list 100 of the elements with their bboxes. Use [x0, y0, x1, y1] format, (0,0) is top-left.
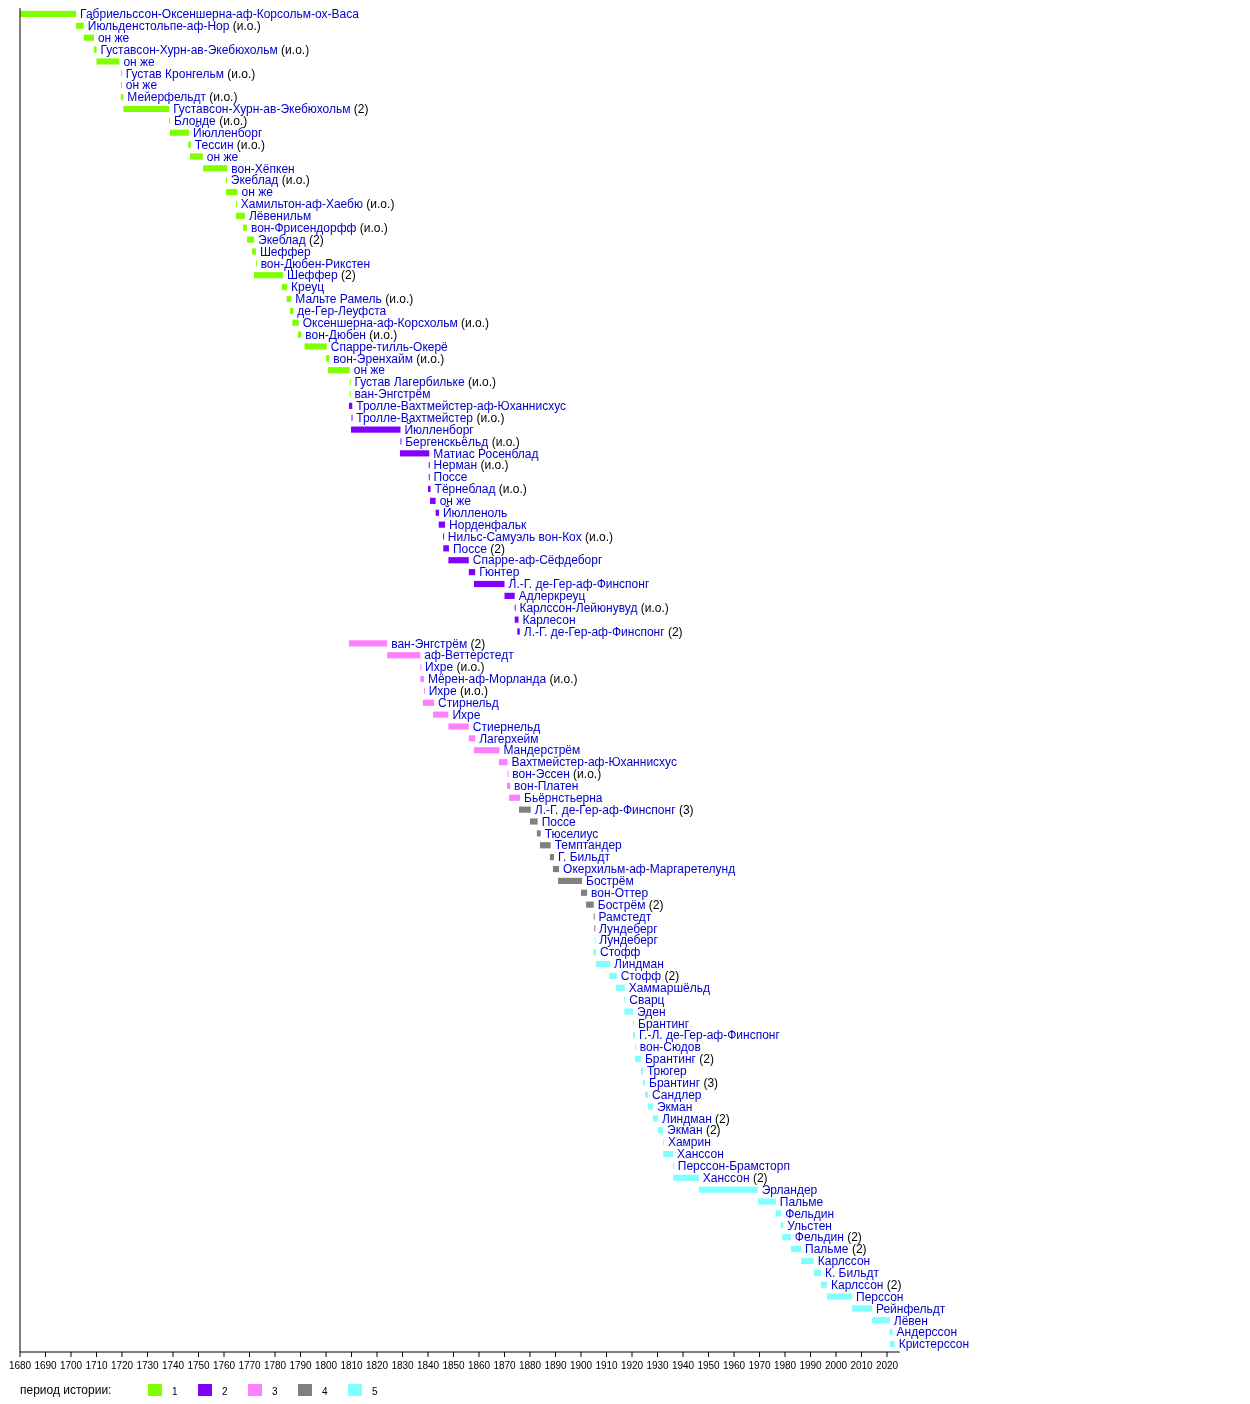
bar — [96, 58, 120, 65]
y-tick-label: Поссе — [433, 470, 468, 485]
x-tick-label: 1790 — [289, 1360, 313, 1371]
x-tick-label: 1810 — [340, 1360, 364, 1371]
y-tick-label: Брантинг (2) — [644, 1052, 714, 1067]
y-tick-label: Густавсон-Хурн-ав-Экебюхольм (и.о.) — [100, 42, 310, 57]
bar — [169, 129, 190, 136]
bar — [188, 141, 191, 148]
bar — [473, 747, 500, 754]
y-tick-label: ван-Энгстрём (2) — [391, 636, 486, 651]
y-tick-label: Мальте Рамель (и.о.) — [295, 292, 414, 307]
y-tick-label: Густав Кронгельм (и.о.) — [125, 66, 256, 81]
y-tick-label: Спарре-аф-Сёфдеборг — [472, 553, 603, 568]
bar — [539, 842, 551, 849]
bar — [889, 1340, 895, 1348]
x-tick-label: 1680 — [8, 1360, 32, 1371]
x-tick-label: 1770 — [238, 1360, 262, 1371]
y-tick-label: Тессин (и.о.) — [194, 137, 265, 152]
y-tick-label: Окерхильм-аф-Маргаретелунд — [563, 862, 736, 877]
bar — [633, 1032, 636, 1039]
bar — [350, 426, 401, 433]
bar — [673, 1174, 699, 1181]
y-tick-label: он же — [123, 54, 156, 69]
bar — [820, 1281, 828, 1288]
bar — [226, 188, 238, 196]
bar — [422, 699, 435, 706]
bar — [652, 1115, 659, 1122]
y-tick-label: Карлесон — [522, 612, 576, 627]
x-tick-label: 1700 — [59, 1360, 83, 1371]
y-tick-label: Карлссон — [817, 1254, 871, 1269]
y-tick-label: Экеблад (и.о.) — [230, 173, 310, 188]
y-tick-label: Йюлленоль — [442, 504, 508, 520]
legend-label: 5 — [372, 1385, 378, 1397]
bar — [530, 818, 538, 825]
bar — [246, 236, 255, 243]
bar — [448, 723, 469, 730]
x-tick-label: 1930 — [646, 1360, 670, 1371]
y-tick-label: Тролле-Вахтмейстер-аф-Юханнисхус — [356, 399, 567, 414]
x-tick-label: 1940 — [671, 1360, 695, 1371]
x-tick-label: 1830 — [391, 1360, 415, 1371]
x-tick-label: 2020 — [875, 1360, 899, 1371]
bar — [507, 782, 511, 789]
bar — [624, 1008, 634, 1015]
bar — [757, 1198, 776, 1205]
y-tick-label: Лёвен — [893, 1313, 928, 1328]
bar — [635, 1055, 641, 1063]
y-tick-label: Л.-Г. де-Гер-аф-Финспонг (2) — [523, 624, 683, 639]
bar — [20, 10, 77, 18]
bar — [348, 640, 388, 647]
bar — [519, 806, 531, 813]
y-tick-label: Адлеркреуц — [518, 589, 586, 604]
bar — [468, 735, 476, 742]
bar — [203, 165, 228, 172]
bar — [514, 616, 519, 623]
bar — [304, 343, 327, 350]
bar — [190, 153, 203, 160]
legend-label: 4 — [322, 1385, 328, 1397]
bar — [504, 592, 515, 599]
bar — [435, 509, 439, 516]
bar — [645, 1091, 649, 1098]
x-tick-label: 1890 — [544, 1360, 568, 1371]
y-tick-label: Тюселиус — [544, 826, 599, 841]
x-tick-label: 1750 — [187, 1360, 211, 1371]
bar — [473, 580, 505, 588]
bar — [387, 652, 421, 659]
bar — [517, 628, 520, 635]
legend-label: 1 — [172, 1385, 178, 1397]
x-tick-label: 1710 — [85, 1360, 109, 1371]
bar — [281, 284, 287, 291]
y-tick-label: Л.-Г. де-Гер-аф-Финспонг — [508, 577, 650, 592]
y-tick-label: Ихре (и.о.) — [425, 660, 485, 675]
y-tick-label: Шеффер (2) — [286, 268, 356, 283]
x-tick-label: 1950 — [697, 1360, 721, 1371]
bar — [782, 1234, 791, 1241]
bar — [615, 984, 625, 991]
bar — [658, 1127, 664, 1134]
x-tick-label: 1870 — [493, 1360, 517, 1371]
bar — [790, 1245, 802, 1253]
y-tick-label: Перссон-Брамсторп — [677, 1159, 790, 1174]
bar — [252, 248, 256, 255]
x-tick-label: 1780 — [263, 1360, 287, 1371]
bar — [536, 830, 541, 837]
x-tick-label: 1880 — [518, 1360, 542, 1371]
bar — [775, 1210, 782, 1217]
y-tick-label: Ханссон — [677, 1147, 724, 1162]
bar — [827, 1293, 853, 1300]
y-tick-label: Норденфальк — [449, 517, 527, 532]
y-tick-label: он же — [206, 149, 239, 164]
bar — [813, 1269, 821, 1276]
x-tick-label: 1990 — [799, 1360, 823, 1371]
x-tick-label: 1720 — [110, 1360, 134, 1371]
x-tick-label: 2000 — [824, 1360, 848, 1371]
y-tick-label: Вахтмейстер-аф-Юханнисхус — [511, 755, 677, 770]
y-tick-label: Фельдин — [785, 1206, 835, 1221]
bar — [123, 105, 170, 113]
y-tick-label: Андерссон — [896, 1325, 958, 1340]
bar — [593, 949, 597, 956]
y-tick-label: Мейерфельдт (и.о.) — [127, 90, 238, 105]
y-tick-label: Ихре (и.о.) — [428, 684, 489, 699]
bar — [430, 497, 436, 504]
